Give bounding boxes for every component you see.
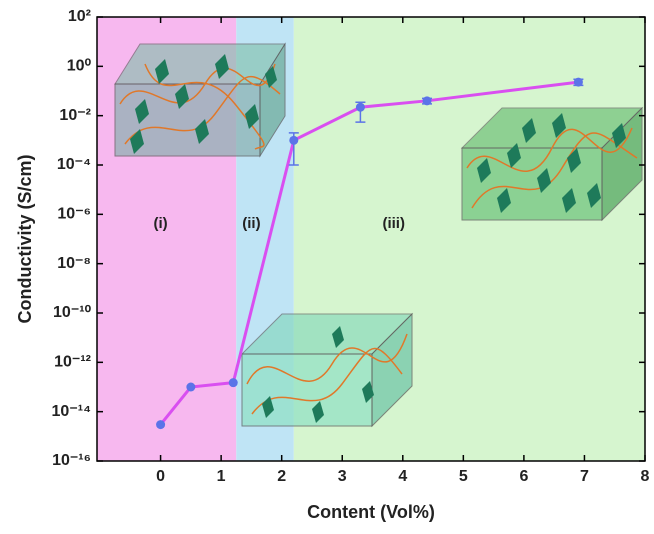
x-tick-label: 4: [398, 468, 407, 485]
composite-box-i: [115, 44, 285, 156]
y-tick-label: 10⁻⁴: [57, 156, 91, 173]
x-tick-label: 5: [459, 468, 468, 485]
x-tick-label: 1: [217, 468, 226, 485]
x-tick-label: 3: [338, 468, 347, 485]
x-tick-label: 0: [156, 468, 165, 485]
y-tick-label: 10²: [68, 8, 91, 25]
marker: [423, 96, 432, 105]
x-tick-label: 7: [580, 468, 589, 485]
x-tick-label: 8: [641, 468, 650, 485]
region-label: (iii): [382, 215, 405, 232]
y-tick-label: 10⁻⁶: [57, 206, 91, 223]
region-label: (ii): [242, 215, 260, 232]
x-tick-label: 6: [519, 468, 528, 485]
marker: [156, 420, 165, 429]
y-tick-label: 10⁻⁸: [57, 255, 91, 272]
y-tick-label: 10⁻¹⁴: [52, 403, 92, 420]
region-label: (i): [153, 215, 167, 232]
y-axis-label: Conductivity (S/cm): [15, 154, 35, 323]
y-tick-label: 10⁻¹⁶: [52, 452, 91, 469]
marker: [574, 78, 583, 87]
composite-box-ii: [242, 314, 412, 426]
marker: [186, 383, 195, 392]
y-tick-label: 10⁰: [67, 58, 92, 75]
x-axis-label: Content (Vol%): [307, 502, 435, 522]
chart: Content (Vol%) Conductivity (S/cm) (i) (i…: [0, 0, 654, 529]
marker: [289, 136, 298, 145]
x-tick-label: 2: [277, 468, 286, 485]
composite-box-iii: [462, 108, 642, 220]
marker: [229, 378, 238, 387]
y-tick-label: 10⁻²: [59, 107, 91, 124]
y-tick-label: 10⁻¹²: [54, 354, 91, 371]
marker: [356, 103, 365, 112]
y-tick-label: 10⁻¹⁰: [53, 304, 92, 321]
